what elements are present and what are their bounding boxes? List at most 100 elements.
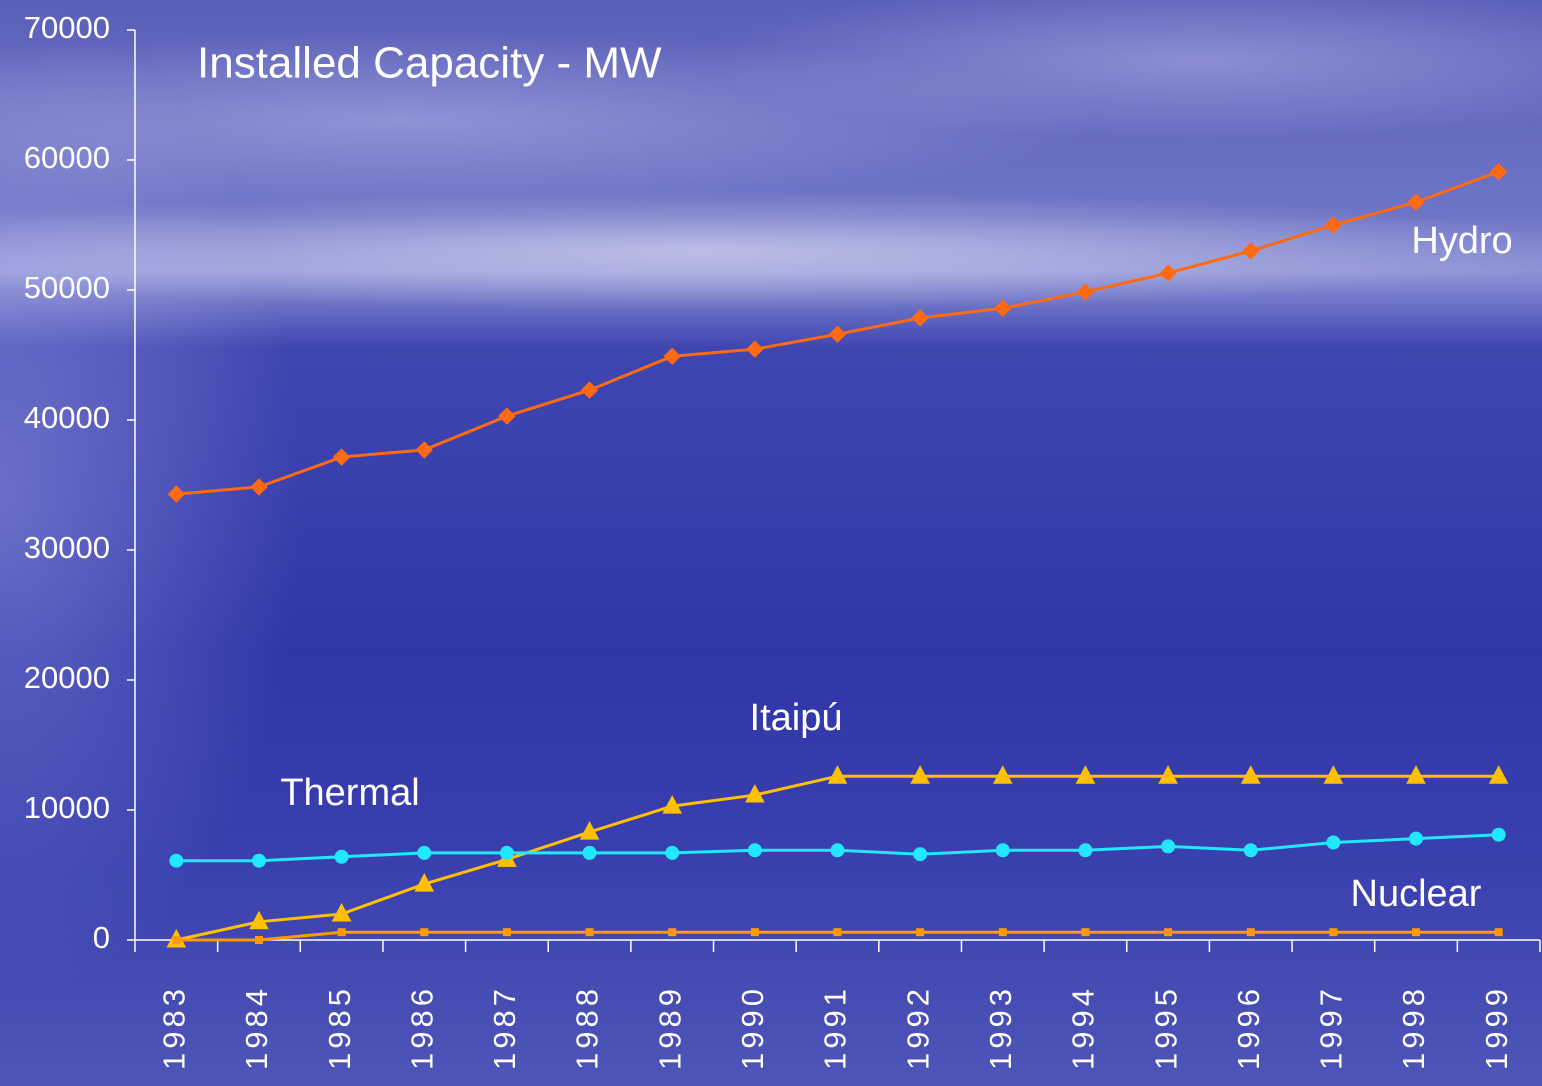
marker — [1158, 765, 1178, 784]
marker — [1240, 765, 1261, 784]
series — [172, 928, 1503, 944]
marker — [916, 928, 925, 937]
x-tick-label: 1997 — [1314, 985, 1349, 1070]
marker — [1161, 839, 1176, 854]
series-label: Itaipú — [750, 697, 843, 739]
marker — [251, 853, 266, 868]
marker — [169, 853, 184, 868]
chart-title: Installed Capacity - MW — [197, 39, 662, 88]
x-tick-label: 1987 — [487, 985, 522, 1070]
x-tick-label: 1996 — [1231, 985, 1266, 1070]
series-label: Thermal — [280, 772, 419, 814]
marker — [1076, 283, 1095, 301]
marker — [833, 928, 842, 937]
x-tick-label: 1989 — [652, 985, 687, 1070]
marker — [1329, 928, 1338, 937]
marker — [420, 928, 429, 937]
y-tick-label: 30000 — [24, 530, 110, 565]
marker — [172, 936, 181, 944]
marker — [1494, 928, 1503, 937]
marker — [830, 843, 845, 858]
marker — [1406, 765, 1426, 784]
marker — [249, 910, 269, 930]
marker — [1164, 928, 1173, 937]
series — [167, 162, 1508, 503]
marker — [827, 765, 848, 784]
x-tick-label: 1994 — [1066, 985, 1101, 1070]
y-tick-label: 40000 — [24, 400, 110, 435]
marker — [1246, 928, 1255, 937]
series — [166, 765, 1509, 948]
y-tick-label: 0 — [93, 920, 110, 955]
marker — [332, 448, 351, 466]
marker — [1409, 831, 1424, 846]
marker — [331, 902, 352, 922]
marker — [1159, 264, 1177, 282]
marker — [254, 936, 263, 944]
marker — [415, 441, 433, 459]
marker — [1081, 928, 1090, 937]
x-tick-label: 1986 — [404, 985, 439, 1070]
y-tick-label: 20000 — [24, 660, 110, 695]
marker — [992, 765, 1013, 784]
marker — [1491, 827, 1506, 842]
marker — [1407, 193, 1425, 211]
x-tick-label: 1984 — [239, 985, 274, 1070]
x-tick-label: 1991 — [818, 985, 853, 1070]
marker — [585, 928, 594, 937]
marker — [1243, 843, 1258, 858]
y-tick-label: 60000 — [24, 140, 110, 175]
marker — [1075, 765, 1096, 784]
marker — [663, 347, 681, 366]
marker — [1326, 835, 1341, 850]
x-tick-label: 1988 — [570, 985, 605, 1070]
marker — [1412, 928, 1421, 937]
marker — [1488, 765, 1509, 784]
marker — [498, 407, 516, 425]
marker — [414, 873, 435, 892]
marker — [334, 849, 349, 864]
marker — [1242, 242, 1260, 260]
marker — [665, 845, 680, 860]
marker — [417, 845, 432, 860]
marker — [1078, 843, 1093, 858]
marker — [337, 928, 346, 937]
marker — [995, 843, 1010, 858]
marker — [579, 821, 600, 840]
marker — [1324, 216, 1343, 234]
marker — [668, 928, 677, 937]
series-label: Nuclear — [1351, 873, 1482, 915]
x-tick-label: 1999 — [1479, 985, 1514, 1070]
marker — [913, 847, 928, 862]
marker — [746, 340, 764, 358]
x-tick-label: 1983 — [157, 985, 192, 1070]
marker — [580, 381, 599, 399]
x-tick-label: 1990 — [735, 985, 770, 1070]
marker — [994, 299, 1012, 317]
x-tick-label: 1992 — [900, 985, 935, 1070]
x-tick-label: 1995 — [1148, 985, 1183, 1070]
marker — [828, 325, 847, 343]
x-tick-label: 1985 — [322, 985, 357, 1070]
marker — [582, 845, 597, 860]
y-tick-label: 10000 — [24, 790, 110, 825]
x-tick-label: 1993 — [983, 985, 1018, 1070]
marker — [250, 478, 268, 496]
marker — [1489, 162, 1508, 181]
marker — [502, 928, 511, 937]
y-tick-label: 70000 — [24, 10, 110, 45]
series-label: Hydro — [1411, 220, 1512, 262]
marker — [910, 765, 930, 784]
marker — [1323, 765, 1344, 784]
marker — [499, 845, 514, 860]
marker — [998, 928, 1007, 937]
marker — [662, 795, 683, 814]
marker — [167, 485, 186, 503]
x-tick-label: 1998 — [1396, 985, 1431, 1070]
marker — [911, 309, 929, 327]
marker — [747, 843, 762, 858]
series — [169, 827, 1506, 868]
